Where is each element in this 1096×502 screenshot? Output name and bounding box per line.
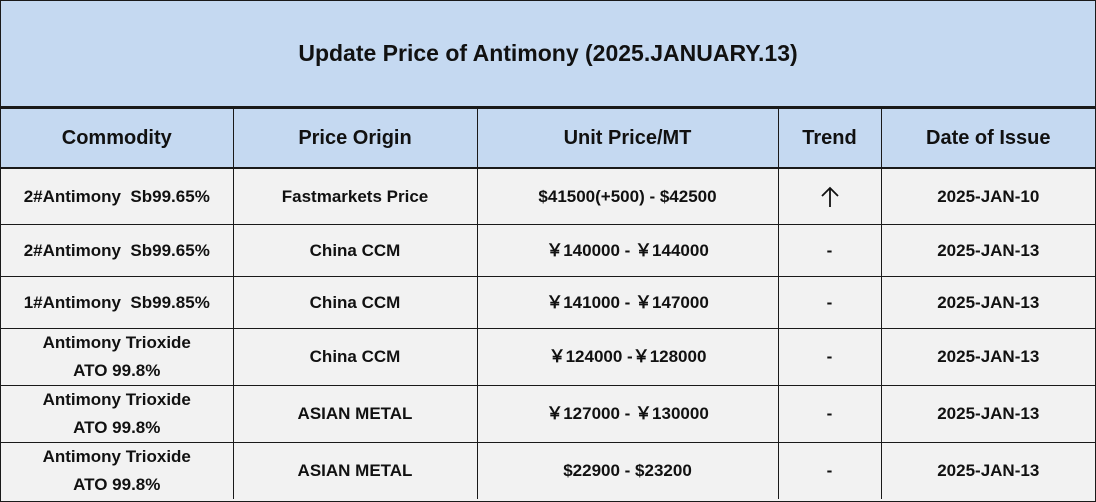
unit-price-cell: ￥127000 - ￥130000 bbox=[476, 385, 779, 443]
header-row: Commodity Price Origin Unit Price/MT Tre… bbox=[1, 108, 1095, 169]
commodity-cell: Antimony Trioxide ATO 99.8% bbox=[1, 328, 234, 386]
date-cell: 2025-JAN-10 bbox=[880, 167, 1095, 225]
column-header-trend: Trend bbox=[777, 108, 882, 169]
commodity-line: Antimony Trioxide bbox=[42, 333, 191, 352]
table-row: Antimony Trioxide ATO 99.8% ASIAN METAL … bbox=[1, 442, 1095, 499]
commodity-cell: 2#Antimony Sb99.65% bbox=[1, 224, 234, 277]
table-row: 2#Antimony Sb99.65% Fastmarkets Price $4… bbox=[1, 167, 1095, 225]
price-origin-cell: ASIAN METAL bbox=[232, 442, 478, 499]
commodity-line: ATO 99.8% bbox=[73, 475, 161, 494]
price-origin-cell: Fastmarkets Price bbox=[232, 167, 478, 225]
unit-price-cell: $41500(+500) - $42500 bbox=[476, 167, 779, 225]
commodity-cell: 2#Antimony Sb99.65% bbox=[1, 167, 234, 225]
date-cell: 2025-JAN-13 bbox=[880, 276, 1095, 329]
date-cell: 2025-JAN-13 bbox=[880, 224, 1095, 277]
column-header-unit-price: Unit Price/MT bbox=[476, 108, 779, 169]
commodity-line: Antimony Trioxide bbox=[42, 447, 191, 466]
trend-cell: - bbox=[777, 442, 882, 499]
unit-price-cell: ￥141000 - ￥147000 bbox=[476, 276, 779, 329]
commodity-line: Antimony Trioxide bbox=[42, 390, 191, 409]
table-row: 1#Antimony Sb99.85% China CCM ￥141000 - … bbox=[1, 276, 1095, 329]
table-row: Antimony Trioxide ATO 99.8% China CCM ￥1… bbox=[1, 328, 1095, 386]
date-cell: 2025-JAN-13 bbox=[880, 385, 1095, 443]
commodity-cell: 1#Antimony Sb99.85% bbox=[1, 276, 234, 329]
date-cell: 2025-JAN-13 bbox=[880, 442, 1095, 499]
column-header-price-origin: Price Origin bbox=[232, 108, 478, 169]
trend-cell: - bbox=[777, 328, 882, 386]
unit-price-cell: ￥140000 - ￥144000 bbox=[476, 224, 779, 277]
column-header-date: Date of Issue bbox=[880, 108, 1095, 169]
date-cell: 2025-JAN-13 bbox=[880, 328, 1095, 386]
table-row: 2#Antimony Sb99.65% China CCM ￥140000 - … bbox=[1, 224, 1095, 277]
commodity-line: ATO 99.8% bbox=[73, 418, 161, 437]
page-title: Update Price of Antimony (2025.JANUARY.1… bbox=[1, 1, 1095, 108]
commodity-cell: Antimony Trioxide ATO 99.8% bbox=[1, 385, 234, 443]
price-origin-cell: China CCM bbox=[232, 328, 478, 386]
trend-cell: - bbox=[777, 276, 882, 329]
unit-price-cell: ￥124000 -￥128000 bbox=[476, 328, 779, 386]
price-origin-cell: ASIAN METAL bbox=[232, 385, 478, 443]
price-table: Commodity Price Origin Unit Price/MT Tre… bbox=[1, 108, 1095, 499]
trend-cell bbox=[777, 167, 882, 225]
commodity-cell: Antimony Trioxide ATO 99.8% bbox=[1, 442, 234, 499]
unit-price-cell: $22900 - $23200 bbox=[476, 442, 779, 499]
trend-cell: - bbox=[777, 224, 882, 277]
price-origin-cell: China CCM bbox=[232, 224, 478, 277]
up-arrow-icon bbox=[820, 186, 839, 208]
trend-cell: - bbox=[777, 385, 882, 443]
column-header-commodity: Commodity bbox=[1, 108, 234, 169]
table-row: Antimony Trioxide ATO 99.8% ASIAN METAL … bbox=[1, 385, 1095, 443]
price-origin-cell: China CCM bbox=[232, 276, 478, 329]
commodity-line: ATO 99.8% bbox=[73, 361, 161, 380]
